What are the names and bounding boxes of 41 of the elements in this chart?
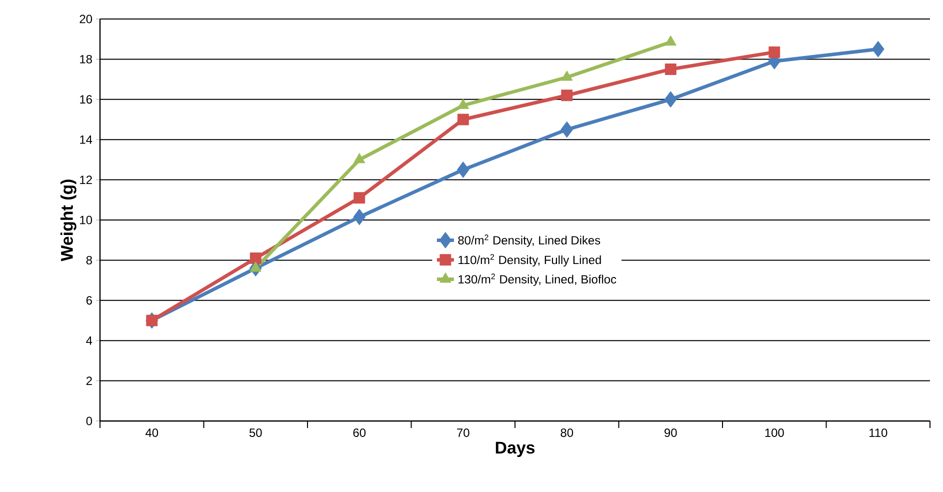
point — [250, 262, 262, 272]
y-tick-label: 16 — [80, 95, 92, 104]
point — [354, 192, 366, 204]
x-tick-label: 50 — [249, 428, 262, 437]
y-tick-label: 8 — [86, 256, 92, 264]
point — [250, 252, 262, 264]
point — [872, 40, 884, 58]
y-tick-label: 10 — [80, 216, 92, 224]
x-tick-label: 70 — [457, 428, 470, 437]
point — [768, 46, 780, 58]
point — [560, 121, 574, 138]
point — [457, 98, 469, 109]
point — [354, 152, 366, 164]
y-axis-title: Weight (g) — [60, 180, 76, 262]
x-axis-title: Days — [496, 442, 535, 457]
point — [561, 90, 573, 102]
legend-label: 110/m$^{2}$ Density, Fully Lined — [458, 254, 601, 267]
y-tick-label: 14 — [80, 135, 92, 144]
y-tick-label: 20 — [80, 14, 92, 24]
point — [457, 114, 469, 126]
x-tick-label: 90 — [664, 428, 677, 437]
legend-label: 130/m$^{2}$ Density, Lined, Biofloc — [458, 274, 616, 286]
y-tick-label: 6 — [86, 296, 92, 305]
point — [456, 162, 470, 178]
x-tick-label: 110 — [870, 428, 888, 437]
point — [146, 314, 158, 326]
y-tick-label: 2 — [86, 376, 92, 385]
x-tick-label: 100 — [765, 428, 784, 437]
point — [664, 91, 677, 108]
y-tick-label: 12 — [80, 176, 92, 184]
x-tick-label: 60 — [353, 428, 366, 437]
point — [561, 70, 573, 81]
point — [353, 208, 366, 226]
y-tick-label: 18 — [80, 54, 92, 64]
point — [664, 64, 676, 75]
y-tick-label: 0 — [86, 416, 92, 426]
x-tick-label: 80 — [560, 428, 574, 437]
x-tick-label: 40 — [146, 428, 158, 437]
y-tick-label: 4 — [86, 336, 92, 345]
point — [664, 35, 676, 46]
legend-label: 80/m$^{2}$ Density, Lined Dikes — [458, 234, 600, 247]
